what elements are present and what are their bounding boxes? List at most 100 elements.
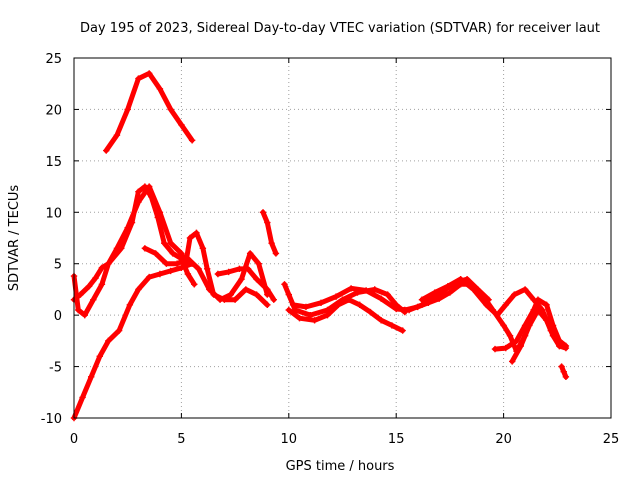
y-axis-label: SDTVAR / TECUs	[7, 185, 22, 292]
y-tick-label: 5	[54, 258, 62, 273]
data-point	[324, 311, 331, 319]
data-point	[156, 270, 164, 278]
data-point	[425, 299, 432, 306]
data-point	[203, 265, 211, 273]
data-point	[543, 317, 550, 324]
data-point	[457, 275, 464, 283]
series-line	[103, 70, 195, 154]
data-point	[87, 373, 95, 381]
data-point	[145, 183, 153, 190]
data-point	[418, 296, 426, 303]
data-point	[371, 286, 378, 293]
data-point	[356, 301, 363, 309]
data-point	[268, 239, 275, 247]
data-point	[264, 286, 271, 293]
y-tick-label: -5	[49, 361, 62, 376]
data-point	[377, 295, 385, 302]
data-point	[270, 296, 277, 303]
data-point	[347, 285, 355, 292]
data-point	[264, 219, 271, 226]
data-point	[244, 265, 252, 273]
axis-tick-labels: 0 5 10 15 20 25 -10 -5 0 5 10 15 20 25	[41, 52, 620, 447]
data-point	[193, 229, 200, 237]
data-point	[103, 147, 110, 154]
data-point	[513, 337, 520, 345]
data-point	[238, 275, 245, 283]
data-point	[79, 394, 86, 401]
data-point	[135, 75, 142, 82]
data-point	[105, 337, 112, 345]
data-point	[384, 291, 391, 298]
y-tick-label: -10	[41, 412, 62, 427]
data-point	[98, 264, 106, 272]
data-point	[526, 322, 533, 329]
series-track-6	[259, 209, 280, 257]
data-point	[96, 353, 103, 360]
data-point	[560, 342, 567, 350]
data-point	[156, 209, 164, 216]
axis-ticks	[73, 57, 612, 419]
data-point	[399, 327, 406, 334]
data-point	[444, 283, 451, 290]
data-point	[195, 265, 202, 273]
data-point	[167, 267, 174, 275]
data-point	[435, 295, 443, 302]
data-point	[502, 301, 509, 309]
data-point	[75, 306, 82, 314]
data-point	[126, 301, 134, 309]
data-point	[156, 85, 164, 93]
series-line	[260, 209, 279, 256]
data-point	[285, 291, 292, 298]
data-point	[135, 198, 142, 206]
series-track-5	[141, 245, 271, 303]
data-point	[272, 250, 280, 257]
data-point	[317, 299, 325, 306]
data-point	[345, 296, 353, 303]
plot-frame	[73, 57, 612, 419]
data-point	[246, 250, 254, 257]
data-point	[259, 209, 267, 216]
data-point	[115, 327, 123, 334]
data-point	[135, 286, 142, 293]
data-point	[470, 286, 477, 293]
data-point	[124, 106, 131, 113]
data-point	[214, 270, 222, 278]
data-point	[377, 317, 385, 324]
data-point	[332, 293, 340, 300]
data-point	[163, 260, 170, 267]
data-point	[558, 363, 565, 370]
series-track-1	[103, 70, 196, 154]
grid	[74, 58, 611, 418]
series-group	[70, 70, 570, 422]
data-point	[173, 260, 181, 267]
data-point	[113, 245, 121, 252]
data-point	[296, 315, 303, 322]
data-point	[562, 373, 570, 381]
x-tick-label: 5	[177, 432, 185, 447]
series-track-9	[285, 296, 406, 334]
data-point	[506, 332, 514, 339]
series-track-15	[558, 363, 570, 381]
series-track-12	[418, 275, 570, 352]
data-point	[511, 291, 518, 298]
data-point	[92, 274, 99, 282]
data-point	[85, 283, 93, 290]
data-point	[191, 281, 198, 288]
x-tick-label: 25	[603, 432, 620, 447]
y-tick-label: 15	[45, 155, 62, 170]
data-point	[113, 131, 121, 139]
data-point	[362, 287, 370, 294]
data-point	[335, 301, 342, 309]
data-point	[253, 275, 260, 283]
data-point	[517, 342, 524, 350]
data-point	[242, 286, 250, 293]
data-point	[446, 289, 454, 296]
x-tick-label: 20	[495, 432, 512, 447]
data-point	[401, 306, 408, 314]
data-point	[145, 70, 153, 77]
y-tick-label: 0	[54, 309, 62, 324]
data-point	[236, 265, 243, 273]
x-tick-label: 15	[388, 432, 405, 447]
data-point	[178, 250, 185, 257]
data-point	[500, 322, 507, 329]
